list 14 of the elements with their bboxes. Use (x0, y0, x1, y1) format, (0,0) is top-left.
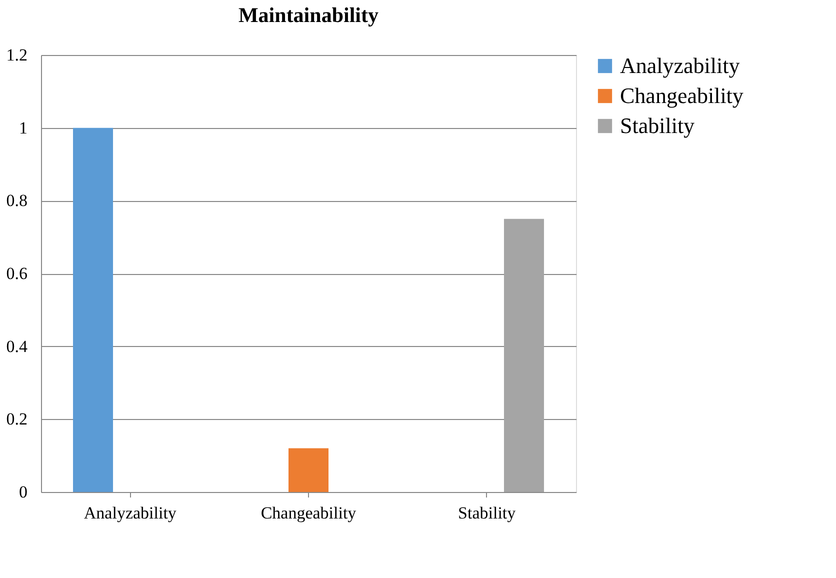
chart-title: Maintainability (238, 3, 379, 27)
legend-label: Changeability (620, 83, 744, 108)
x-tick-label: Analyzability (84, 504, 177, 522)
y-tick-label: 0.6 (6, 264, 28, 283)
y-tick-label: 1 (19, 118, 28, 138)
y-tick-label: 0 (19, 482, 28, 502)
y-tick-label: 0.2 (6, 410, 28, 429)
legend-label: Stability (620, 113, 695, 138)
legend-label: Analyzability (620, 53, 740, 78)
y-tick-label: 1.2 (6, 46, 28, 64)
y-tick-label: 0.8 (6, 191, 28, 210)
y-tick-label: 0.4 (6, 336, 28, 356)
x-tick-label: Changeability (260, 504, 357, 522)
x-tick-label: Stability (458, 504, 516, 522)
